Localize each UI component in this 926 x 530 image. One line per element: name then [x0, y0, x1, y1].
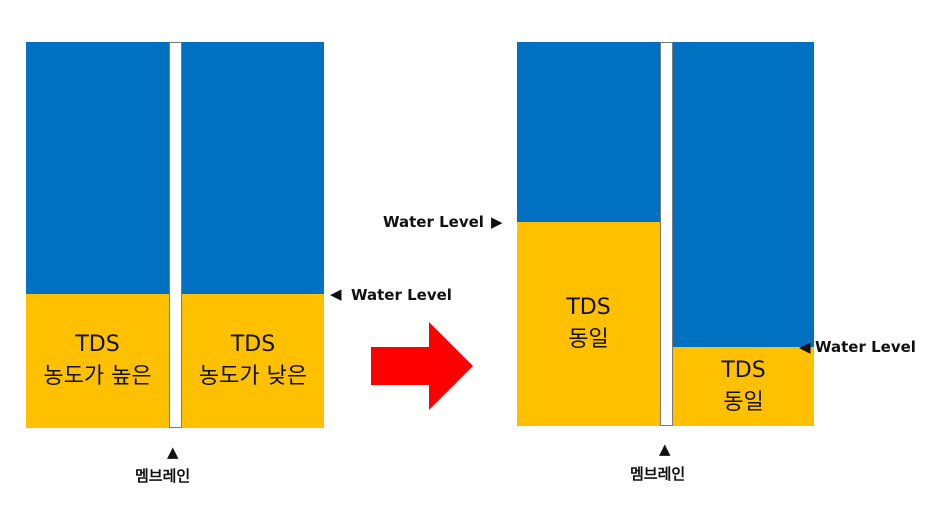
left-diagram-membrane	[169, 42, 182, 428]
right-diagram-right-chamber-solute: TDS 동일	[673, 347, 814, 426]
left-diagram-membrane-label: 멤브레인	[135, 467, 191, 485]
left-triangle-icon: ◀	[799, 338, 811, 356]
right-diagram-left-chamber-label-line1: TDS	[566, 295, 611, 320]
left-diagram-right-chamber-label-line2: 농도가 낮은	[198, 364, 308, 389]
right-diagram-right-chamber-label-line2: 동일	[723, 389, 764, 415]
up-triangle-icon: ▲	[659, 440, 671, 458]
up-triangle-icon: ▲	[167, 443, 179, 461]
right-diagram-right-chamber-label-line1: TDS	[721, 357, 766, 383]
left-triangle-icon: ◀	[330, 285, 342, 303]
left-diagram-right-chamber-water	[182, 42, 324, 294]
right-diagram-left-chamber-water	[517, 42, 660, 222]
left-diagram-left-chamber-water	[26, 42, 169, 294]
left-diagram-left-chamber-label-line2: 농도가 높은	[43, 364, 152, 389]
left-diagram-water-level-label: Water Level	[351, 286, 452, 304]
right-arrow-icon	[371, 322, 473, 410]
right-diagram-right-water-level-label: Water Level	[815, 338, 916, 356]
left-diagram-left-chamber-solute: TDS 농도가 높은	[26, 294, 169, 428]
left-diagram-left-chamber-label-line1: TDS	[75, 332, 120, 357]
left-diagram-right-chamber-solute: TDS 농도가 낮은	[182, 294, 324, 428]
right-diagram-left-water-level-label: Water Level	[383, 213, 484, 231]
right-diagram-membrane	[660, 42, 673, 426]
right-diagram-membrane-label: 멤브레인	[630, 465, 686, 483]
right-diagram-right-chamber-water	[673, 42, 814, 347]
right-diagram-left-chamber-solute: TDS 동일	[517, 222, 660, 426]
left-diagram-right-chamber-label-line1: TDS	[230, 332, 276, 357]
right-diagram-left-chamber-label-line2: 동일	[568, 327, 609, 352]
right-triangle-icon: ▶	[491, 213, 503, 231]
